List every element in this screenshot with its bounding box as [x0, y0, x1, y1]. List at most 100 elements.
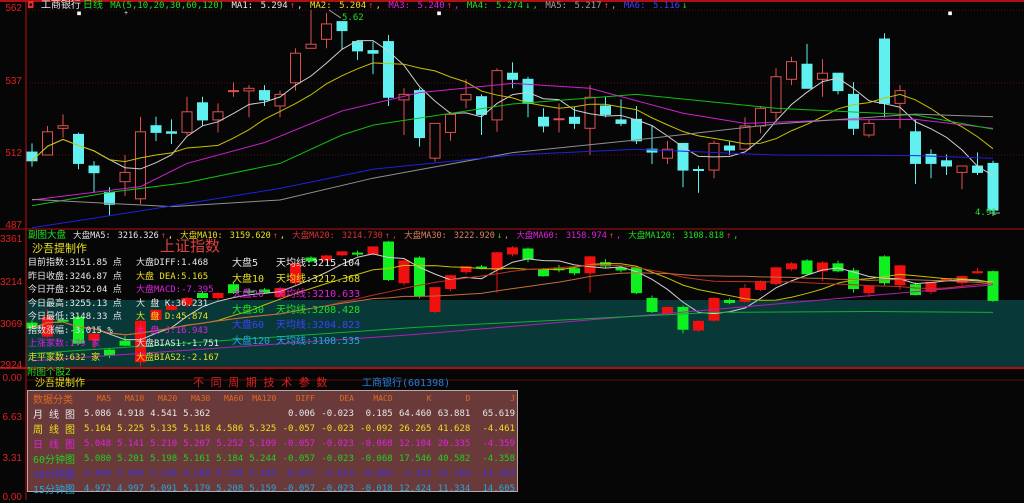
period-label[interactable]: 日线: [82, 0, 103, 11]
stock-ma-line-MA5: [31, 113, 994, 208]
stock-candle: [646, 148, 658, 153]
stock-candle: [228, 90, 239, 93]
stock-candle: [631, 118, 642, 142]
stock-candle: [786, 61, 797, 80]
info-value: 3212.368: [312, 273, 361, 285]
index-info-col3: 大盘5 天均线:3215.104 大盘10 天均线:3212.368 大盘20 天均线…: [232, 256, 360, 349]
y-tick: 6.63: [2, 412, 22, 423]
arrow-up-icon: ↑: [384, 231, 390, 241]
table-cell: 3.343: [404, 468, 432, 479]
ma6-value: 5.116: [652, 1, 681, 11]
table-cell: 0.185: [365, 408, 393, 419]
info-sub: 天均线: [276, 289, 306, 300]
table-cell: -0.057: [282, 453, 316, 464]
stock-candle: [693, 169, 704, 171]
table-cell: 11.334: [437, 483, 471, 494]
stock-candle: [259, 90, 270, 101]
table-row: 周 线 图 5.164 5.225 5.135 5.118 4.586 5.325 -0.05…: [28, 421, 517, 437]
info-label: 上涨家数: [28, 339, 65, 349]
stock-candle: [739, 125, 751, 150]
stock-candle: [863, 122, 875, 136]
row-label: 周 线 图: [33, 425, 76, 436]
table-cell: 20.335: [437, 438, 471, 449]
stock-candle: [956, 165, 968, 173]
table-cell: -0.018: [360, 483, 393, 494]
info-sub: 天均线: [276, 320, 306, 331]
index-ma-line-大盘MA30: [31, 272, 994, 336]
index-name: 上证指数: [160, 237, 221, 255]
index-candle: [507, 247, 518, 255]
stock-candle: [941, 160, 952, 167]
info-label: 大盘120: [232, 335, 271, 347]
index-ma10-value: 3159.620: [229, 231, 271, 241]
stock-candle: [104, 191, 115, 205]
stock-candle: [972, 165, 983, 173]
y-tick: 0.00: [2, 492, 22, 503]
stock-candle: [770, 76, 782, 113]
ma3-value: 5.240: [417, 1, 445, 11]
period-parameters-table: 数据分类 MA5 MA10 MA20 MA30 MA60 MA120 DIFF DEA MACD K…: [27, 390, 518, 496]
table-heading: 不 同 周 期 技 术 参 数: [193, 376, 328, 389]
info-value: 632 家: [69, 352, 101, 363]
table-cell: -0.023: [321, 468, 354, 479]
index-candle: [398, 260, 410, 284]
info-label: 大盘10: [232, 273, 265, 285]
ma5-value: 5.217: [574, 1, 602, 11]
index-candle: [135, 320, 146, 363]
stock-candle: [243, 87, 255, 92]
table-cell: -0.068: [360, 438, 393, 449]
table-cell: 4.541: [150, 408, 178, 419]
info-label: 大 盘 K: [136, 298, 171, 309]
table-cell: 5.141: [117, 438, 145, 449]
stock-candle: [26, 151, 38, 162]
author-label: 沙吾提制作: [35, 378, 85, 389]
index-candle: [150, 309, 162, 320]
stock-candle: [507, 72, 518, 80]
stock-candle: [290, 52, 301, 84]
row-label: 60分钟图: [33, 455, 76, 466]
table-cell: -4.358: [482, 453, 515, 464]
column-header: MA120: [252, 394, 277, 403]
index-candle: [476, 266, 487, 269]
table-cell: -0.082: [360, 468, 393, 479]
index-candle: [383, 241, 394, 281]
info-sub: 天均线: [276, 273, 306, 285]
table-cell: 5.164: [84, 423, 112, 434]
stock-candle: [879, 38, 890, 104]
table-cell: -0.023: [321, 408, 354, 419]
table-cell: -0.092: [360, 423, 393, 434]
index-ma20-value: 3214.730: [341, 231, 383, 241]
stock-candle: [910, 131, 921, 164]
table-cell: -4.461: [482, 423, 515, 434]
cross-marker-icon: +: [124, 10, 128, 17]
stock-candle: [57, 125, 69, 129]
table-cell: 5.244: [249, 453, 277, 464]
info-value: 1.468: [181, 258, 209, 268]
stock-candle: [321, 23, 332, 40]
table-cell: -0.023: [321, 438, 354, 449]
index-info-col2: 大盘DIFF:1.468 大盘 DEA:5.165 大盘MACD:-7.395 …: [136, 258, 220, 363]
arrow-up-icon: ↑: [726, 231, 732, 241]
column-header: K: [426, 394, 432, 403]
table-cell: -0.057: [282, 438, 316, 449]
info-value: 179 家: [69, 339, 101, 349]
info-value: 5.165: [181, 271, 209, 282]
table-cell: 40.582: [437, 453, 471, 464]
table-cell: -4.359: [482, 438, 515, 449]
info-sub: 天均线: [276, 258, 306, 269]
table-cell: 5.109: [249, 438, 277, 449]
arrow-up-icon: ↑: [608, 231, 615, 241]
square-marker-icon: ■: [948, 10, 952, 17]
stock-candle: [352, 41, 363, 52]
table-cell: -0.057: [282, 423, 316, 434]
info-value: 3252.04 点: [69, 285, 122, 295]
index-candle: [832, 263, 844, 272]
info-value: -3.015 %: [69, 325, 113, 336]
stock-candle: [367, 50, 379, 54]
info-value: 3210.633: [312, 289, 361, 300]
settings-icon[interactable]: ◘: [28, 1, 34, 11]
index-candle: [290, 263, 301, 284]
table-cell: -0.057: [282, 483, 316, 494]
info-label: 大盘 DEA: [136, 271, 176, 282]
